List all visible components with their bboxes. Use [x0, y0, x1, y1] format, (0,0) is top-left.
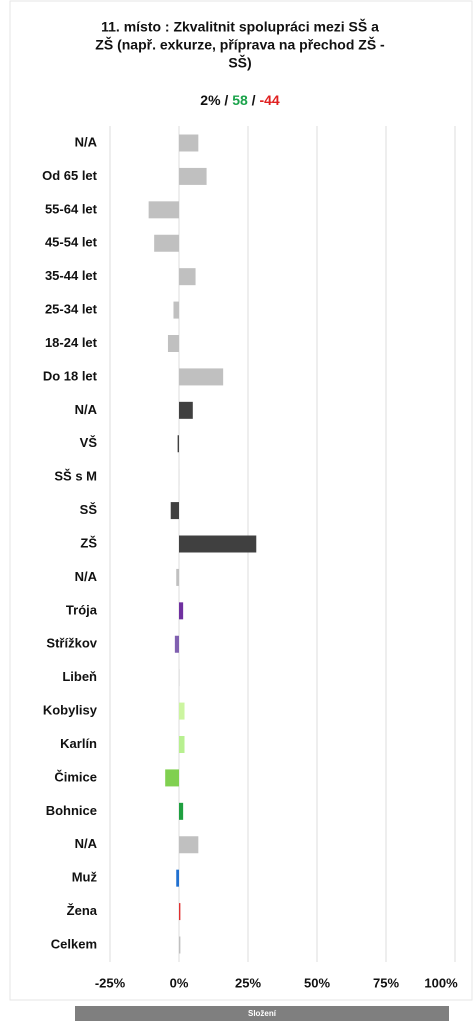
bar — [179, 802, 184, 820]
bar — [176, 869, 179, 887]
x-tick-label: 0% — [170, 975, 189, 990]
bar — [173, 301, 179, 319]
bar — [179, 736, 185, 753]
category-label: SŠ s M — [54, 469, 97, 484]
category-label: Trója — [66, 602, 98, 617]
bar — [170, 502, 179, 520]
summary-part: -44 — [256, 92, 280, 108]
x-tick-label: 75% — [373, 975, 399, 990]
category-label: Celkem — [51, 936, 97, 951]
footer-label: Složení — [248, 1009, 277, 1018]
category-label: 25-34 let — [45, 302, 98, 317]
category-label: N/A — [75, 569, 98, 584]
bar — [167, 335, 179, 352]
category-label: N/A — [75, 402, 98, 417]
bar — [179, 936, 181, 954]
bar — [154, 234, 179, 252]
category-label: N/A — [75, 134, 98, 149]
category-label: Střížkov — [46, 636, 97, 651]
category-label: Muž — [72, 870, 98, 885]
title-line: 11. místo : Zkvalitnit spolupráci mezi S… — [101, 18, 379, 35]
category-label: N/A — [75, 836, 98, 851]
summary-part: 2% — [200, 92, 221, 108]
x-tick-label: -25% — [95, 975, 126, 990]
bar — [165, 769, 179, 787]
bar — [179, 836, 199, 854]
x-tick-label: 100% — [424, 975, 458, 990]
x-tick-label: 25% — [235, 975, 261, 990]
bar — [179, 134, 199, 152]
category-label: ZŠ — [80, 535, 97, 550]
summary-part: 58 — [228, 92, 248, 108]
bar — [174, 635, 179, 653]
bar — [179, 702, 185, 720]
category-label: Do 18 let — [43, 368, 98, 383]
category-label: SŠ — [80, 502, 98, 517]
bar — [179, 368, 224, 386]
category-label: Čimice — [54, 769, 97, 784]
bar — [179, 602, 184, 620]
summary-part: / — [221, 92, 229, 108]
chart-frame — [9, 0, 473, 1001]
summary-part: / — [248, 92, 256, 108]
bar — [179, 268, 196, 286]
category-label: 18-24 let — [45, 335, 98, 350]
category-label: Bohnice — [46, 803, 97, 818]
bar — [177, 435, 179, 453]
category-label: Od 65 let — [42, 168, 98, 183]
category-label: VŠ — [80, 435, 98, 450]
bar — [148, 201, 179, 219]
category-label: Kobylisy — [43, 703, 98, 718]
title-line: ZŠ (např. exkurze, příprava na přechod Z… — [95, 36, 385, 53]
category-label: 35-44 let — [45, 268, 98, 283]
category-label: Žena — [67, 903, 98, 918]
summary: 2% / 58 / -44 — [200, 92, 280, 108]
category-label: 45-54 let — [45, 235, 98, 250]
category-label: Libeň — [62, 669, 97, 684]
bar — [179, 669, 180, 687]
bar — [176, 568, 179, 586]
title-line: SŠ) — [228, 54, 251, 71]
bar — [179, 401, 193, 419]
x-tick-label: 50% — [304, 975, 330, 990]
bar — [179, 903, 181, 921]
category-label: Karlín — [60, 736, 97, 751]
bar — [179, 535, 257, 553]
category-label: 55-64 let — [45, 201, 98, 216]
footer-bar — [75, 1006, 449, 1021]
bar — [179, 167, 207, 185]
